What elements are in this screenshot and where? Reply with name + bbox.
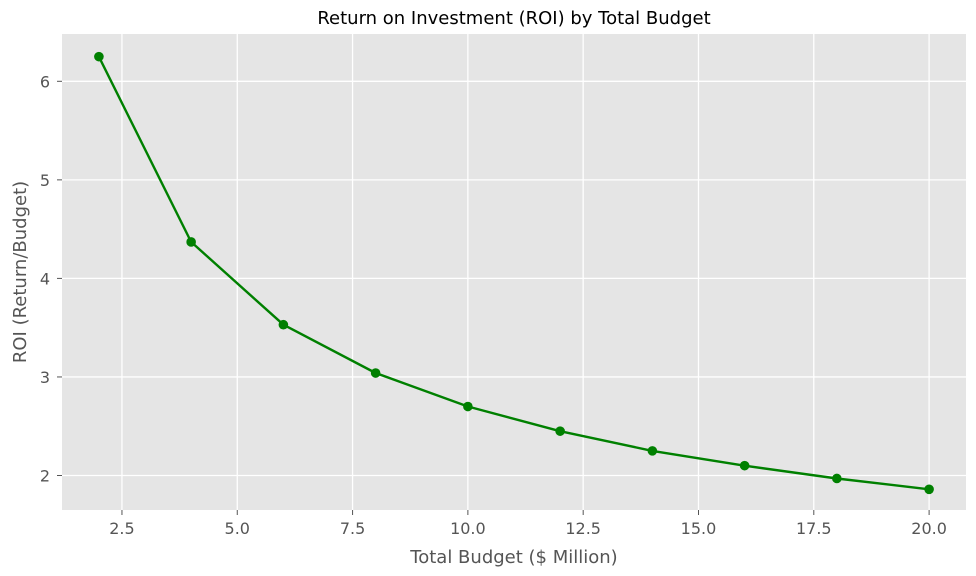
x-tick-label: 15.0 [681,519,717,538]
data-point [94,51,104,62]
data-point [186,237,196,247]
data-point [370,368,381,378]
data-point [463,401,473,412]
y-tick-label: 3 [40,368,50,387]
y-tick-label: 2 [40,467,50,486]
y-tick-label: 6 [40,72,50,91]
x-tick-label: 2.5 [109,519,134,538]
data-point [832,473,842,484]
y-axis-label: ROI (Return/Budget) [10,181,31,363]
x-axis-label: Total Budget ($ Million) [409,547,617,568]
x-tick-label: 20.0 [911,519,947,538]
roi-series-points [94,51,934,495]
y-tick-label: 4 [40,269,50,288]
data-point [278,319,289,330]
x-tick-label: 17.5 [796,519,832,538]
data-point [924,484,934,495]
x-tick-label: 10.0 [450,519,486,538]
chart-title: Return on Investment (ROI) by Total Budg… [317,8,710,29]
x-tick-label: 12.5 [565,519,601,538]
y-tick-labels: 2 3 4 5 6 [40,72,62,486]
roi-series-line [97,56,930,491]
x-tick-label: 5.0 [225,519,250,538]
x-tick-labels: 2.5 5.0 7.5 10.0 12.5 15.0 17.5 20.0 [109,510,947,538]
plot-area [62,34,966,510]
data-point [555,426,565,436]
data-point [739,460,750,471]
x-tick-label: 7.5 [340,519,365,538]
grid-lines [62,34,966,510]
y-tick-label: 5 [40,171,50,190]
data-point [647,446,658,456]
